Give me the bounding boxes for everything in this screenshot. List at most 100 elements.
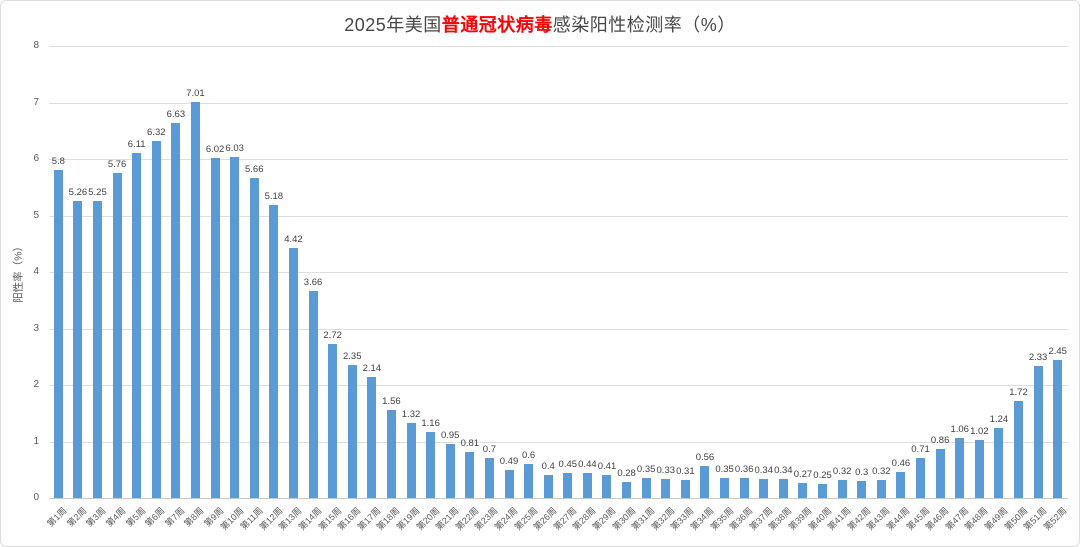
bar (778, 478, 788, 498)
bar-value-label: 1.16 (421, 418, 440, 430)
bar (661, 479, 671, 498)
bar-value-label: 0.41 (597, 460, 617, 472)
bar-value-label: 0.6 (521, 450, 536, 462)
bar (582, 473, 592, 498)
y-gridline (48, 272, 1068, 273)
bar-value-label: 0.27 (793, 468, 813, 480)
bar (132, 152, 142, 498)
bar (171, 123, 181, 498)
bar-value-label: 3.66 (303, 277, 323, 289)
bar (837, 479, 847, 498)
bar (1053, 359, 1063, 498)
bar-value-label: 5.25 (88, 187, 107, 199)
chart-title-highlight: 普通冠状病毒 (441, 15, 553, 35)
bar (288, 248, 298, 498)
bar-value-label: 6.03 (225, 143, 244, 155)
bar (798, 482, 808, 498)
chart-title-prefix: 2025年美国 (344, 15, 442, 35)
bar (1033, 366, 1043, 498)
bar-value-label: 0.49 (499, 456, 519, 468)
bar-value-label: 0.35 (636, 464, 656, 476)
bar-value-label: 1.24 (989, 413, 1009, 425)
y-gridline (48, 46, 1068, 47)
bar-value-label: 5.66 (245, 164, 264, 176)
bar (190, 101, 200, 498)
y-gridline (48, 102, 1068, 104)
bar (974, 440, 984, 498)
bar (563, 472, 573, 498)
bar (935, 449, 945, 498)
bar-value-label: 0.71 (911, 443, 930, 455)
chart-title: 2025年美国普通冠状病毒感染阳性检测率（%） (1, 11, 1079, 37)
y-tick-label: 0 (33, 492, 39, 503)
y-gridline (48, 328, 1068, 330)
bar-value-label: 0.45 (558, 458, 578, 470)
bar (680, 480, 690, 498)
bar-value-label: 6.63 (166, 109, 186, 121)
bar (53, 170, 63, 498)
bar (367, 377, 377, 498)
x-axis-line (48, 498, 1068, 499)
bar-value-label: 0.28 (617, 468, 636, 480)
bar (347, 365, 357, 498)
bar-value-label: 0.34 (774, 464, 793, 476)
bar (406, 423, 416, 498)
y-tick-label: 2 (33, 379, 39, 390)
bar (504, 470, 514, 498)
y-gridline (48, 441, 1068, 443)
bar (269, 205, 279, 498)
bar-value-label: 4.42 (284, 234, 303, 246)
y-tick-label: 8 (33, 40, 39, 51)
bar (92, 201, 102, 498)
y-tick-label: 7 (33, 96, 39, 108)
bar-value-label: 6.32 (147, 126, 166, 138)
bar-value-label: 0.35 (715, 464, 734, 476)
bar (602, 474, 612, 498)
bar (328, 344, 338, 498)
bar-value-label: 0.3 (855, 467, 869, 479)
bar (700, 466, 710, 498)
y-gridline (48, 215, 1068, 217)
bar (1014, 400, 1023, 498)
bar (876, 479, 886, 498)
bar (151, 140, 161, 498)
bar-value-label: 6.11 (127, 138, 146, 150)
bar-value-label: 5.18 (264, 191, 284, 203)
bar-value-label: 1.72 (1009, 386, 1028, 398)
chart-title-suffix: 感染阳性检测率（%） (552, 15, 736, 35)
bar (896, 472, 906, 498)
bar-value-label: 5.8 (51, 156, 65, 168)
bar (249, 178, 259, 498)
bar (955, 438, 965, 498)
bar-value-label: 0.32 (832, 465, 852, 477)
y-tick-label: 6 (33, 153, 39, 164)
bar-value-label: 0.34 (754, 464, 774, 476)
bar-value-label: 0.7 (482, 444, 497, 456)
bar-value-label: 2.33 (1028, 352, 1048, 364)
bar-value-label: 0.4 (541, 461, 555, 473)
bar-value-label: 0.25 (813, 469, 832, 481)
bar (112, 172, 122, 498)
bar-value-label: 0.31 (676, 466, 695, 478)
bar-value-label: 2.45 (1048, 345, 1067, 357)
bar-value-label: 0.36 (734, 463, 754, 475)
bar (426, 432, 436, 498)
y-gridline (48, 159, 1068, 160)
y-tick-label: 3 (33, 322, 39, 334)
bar (622, 482, 632, 498)
bar (484, 458, 494, 498)
bar (720, 478, 730, 498)
bar (386, 409, 396, 498)
bar (543, 475, 553, 498)
y-tick-label: 1 (33, 435, 39, 447)
bar (739, 477, 749, 498)
bar (210, 157, 220, 498)
y-tick-label: 5 (33, 209, 39, 221)
bar-value-label: 5.26 (68, 186, 88, 198)
bar-value-label: 2.14 (362, 363, 382, 375)
bar-value-label: 1.32 (401, 409, 421, 421)
bar (994, 427, 1004, 498)
bar (230, 157, 240, 498)
bar-value-label: 2.35 (342, 351, 362, 363)
